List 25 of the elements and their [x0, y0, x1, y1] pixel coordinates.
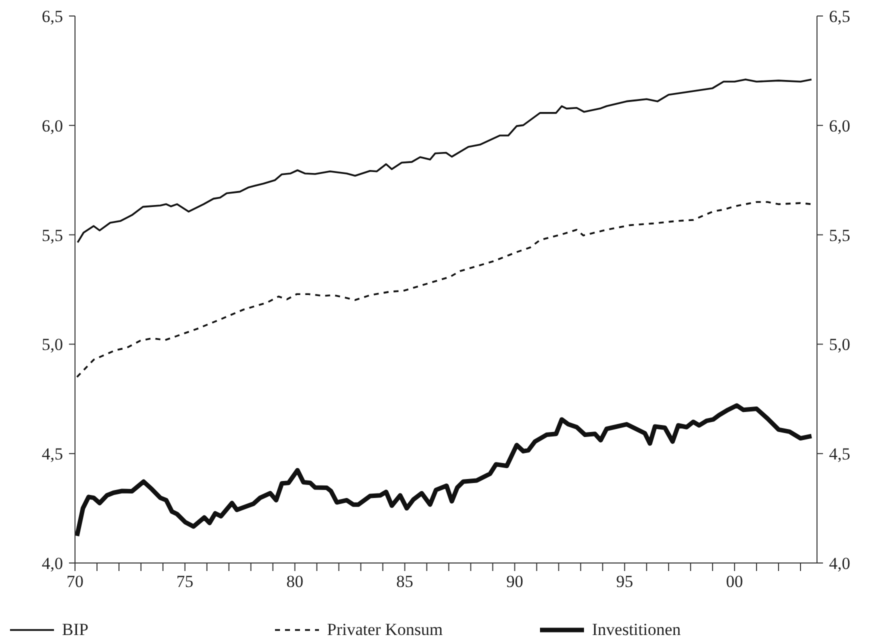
y2-tick-label: 6,0: [829, 116, 850, 136]
y-tick-label: 4,0: [42, 554, 63, 573]
x-tick-label: 90: [506, 572, 524, 591]
x-tick-label: 70: [66, 572, 84, 591]
legend-label: BIP: [62, 620, 88, 640]
y2-tick-label: 4,5: [829, 444, 850, 464]
legend-label: Privater Konsum: [327, 620, 443, 640]
legend-label: Investitionen: [592, 620, 681, 640]
y2-tick-label: 5,5: [829, 226, 850, 245]
x-tick-label: 75: [176, 572, 194, 591]
x-tick-label: 95: [616, 572, 634, 591]
y-tick-label: 6,5: [42, 7, 63, 26]
y-tick-label: 4,5: [42, 444, 63, 464]
x-tick-label: 85: [396, 572, 414, 591]
line-series: [75, 403, 814, 538]
x-tick-label: 80: [286, 572, 304, 591]
y-tick-label: 5,5: [42, 226, 63, 245]
y2-tick-label: 5,0: [829, 335, 850, 354]
y2-tick-label: 4,0: [829, 554, 850, 573]
line-series: [76, 78, 812, 244]
line-series: [76, 201, 812, 378]
y-tick-label: 6,0: [42, 116, 63, 136]
x-tick-label: 00: [726, 572, 744, 591]
y-tick-label: 5,0: [42, 335, 63, 354]
y2-tick-label: 6,5: [829, 7, 850, 26]
